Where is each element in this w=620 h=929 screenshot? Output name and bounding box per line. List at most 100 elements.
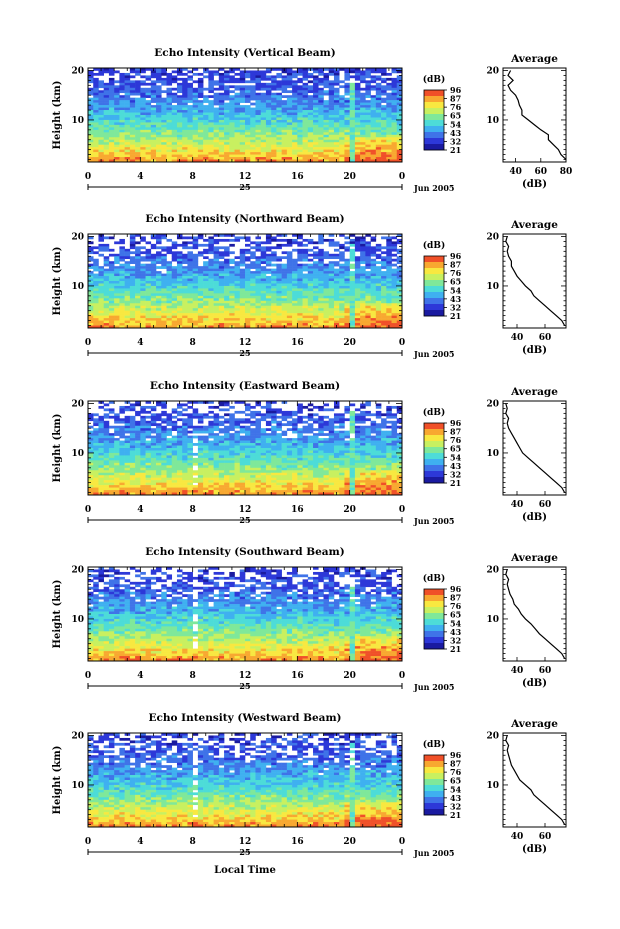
heatmap-cell <box>203 238 209 242</box>
heatmap-cell <box>93 315 99 319</box>
heatmap-cell <box>88 142 94 145</box>
heatmap-cell <box>140 425 146 429</box>
heatmap-cell <box>318 256 324 260</box>
heatmap-cell <box>145 132 152 136</box>
heatmap-cell <box>386 115 392 118</box>
heatmap-cell <box>344 315 350 319</box>
heatmap-cell <box>229 95 235 98</box>
heatmap-cell <box>344 246 350 250</box>
heatmap-cell <box>391 415 398 419</box>
heatmap-cell <box>88 425 94 429</box>
heatmap-cell <box>203 430 209 434</box>
heatmap-cell <box>349 100 356 103</box>
heatmap-cell <box>239 320 246 324</box>
heatmap-cell <box>171 300 178 304</box>
heatmap-cell <box>354 288 361 292</box>
heatmap-cell <box>271 115 277 118</box>
heatmap-cell <box>218 112 225 116</box>
heatmap-cell <box>386 266 392 269</box>
heatmap-cell <box>98 405 104 409</box>
heatmap-cell <box>307 428 314 431</box>
heatmap-cell <box>386 258 392 262</box>
heatmap-cell <box>150 117 157 121</box>
heatmap-cell <box>297 72 303 76</box>
heatmap-cell <box>349 137 356 141</box>
heatmap-cell <box>318 418 324 422</box>
heatmap-cell <box>103 433 110 436</box>
heatmap-cell <box>302 77 309 81</box>
heatmap-cell <box>313 281 319 284</box>
heatmap-cell <box>386 144 392 148</box>
colorbar-tick-label: 65 <box>450 111 461 121</box>
heatmap-cell <box>281 142 288 145</box>
heatmap-cell <box>229 323 235 326</box>
heatmap-cell <box>375 115 382 118</box>
heatmap-cell <box>344 325 350 329</box>
heatmap-cell <box>129 105 136 108</box>
heatmap-cell <box>281 144 288 148</box>
heatmap-cell <box>333 115 340 118</box>
heatmap-cell <box>224 425 230 429</box>
heatmap-cell <box>93 97 99 101</box>
heatmap-cell <box>276 300 282 304</box>
heatmap-cell <box>145 323 152 326</box>
heatmap-cell <box>307 122 314 126</box>
heatmap-cell <box>93 77 99 81</box>
heatmap-cell <box>318 283 324 287</box>
heatmap-cell <box>365 413 371 417</box>
heatmap-cell <box>313 110 319 113</box>
heatmap-cell <box>292 258 298 262</box>
heatmap-cell <box>281 315 288 319</box>
heatmap-cell <box>344 241 350 245</box>
heatmap-cell <box>239 149 246 153</box>
heatmap-cell <box>260 428 267 431</box>
heatmap-cell <box>119 147 125 150</box>
heatmap-cell <box>171 303 178 307</box>
heatmap-cell <box>318 137 324 141</box>
heatmap-cell <box>375 298 382 302</box>
heatmap-cell <box>396 266 403 269</box>
heatmap-cell <box>313 318 319 321</box>
heatmap-cell <box>349 248 356 252</box>
heatmap-cell <box>386 72 392 76</box>
heatmap-cell <box>276 283 282 287</box>
heatmap-cell <box>234 300 241 304</box>
heatmap-cell <box>239 300 246 304</box>
heatmap-cell <box>208 258 214 262</box>
heatmap-cell <box>381 149 387 153</box>
heatmap-cell <box>391 90 398 94</box>
heatmap-cell <box>386 102 392 106</box>
heatmap-cell <box>213 313 220 316</box>
heatmap-cell <box>171 129 178 133</box>
heatmap-cell <box>318 129 324 133</box>
heatmap-cell <box>344 320 350 324</box>
heatmap-cell <box>245 117 251 121</box>
heatmap-cell <box>286 413 293 417</box>
heatmap-cell <box>349 124 356 128</box>
heatmap-cell <box>349 112 356 116</box>
heatmap-cell <box>108 310 115 314</box>
heatmap-cell <box>156 300 162 304</box>
heatmap-cell <box>203 152 209 155</box>
heatmap-cell <box>98 300 104 304</box>
heatmap-cell <box>360 246 366 250</box>
heatmap-cell <box>187 134 193 138</box>
heatmap-cell <box>98 119 104 123</box>
heatmap-cell <box>339 68 345 71</box>
heatmap-cell <box>103 70 110 74</box>
heatmap-cell <box>250 413 256 417</box>
heatmap-cell <box>135 325 141 329</box>
heatmap-cell <box>297 415 303 419</box>
heatmap-cell <box>297 251 303 255</box>
heatmap-cell <box>349 127 356 131</box>
heatmap-cell <box>386 405 392 409</box>
heatmap-cell <box>182 100 188 103</box>
heatmap-cell <box>98 115 104 118</box>
heatmap-cell <box>276 433 282 436</box>
heatmap-cell <box>124 97 131 101</box>
heatmap-cell <box>135 70 141 74</box>
heatmap-cell <box>88 147 94 150</box>
heatmap-cell <box>318 290 324 294</box>
heatmap-cell <box>203 112 209 116</box>
heatmap-cell <box>176 285 183 289</box>
